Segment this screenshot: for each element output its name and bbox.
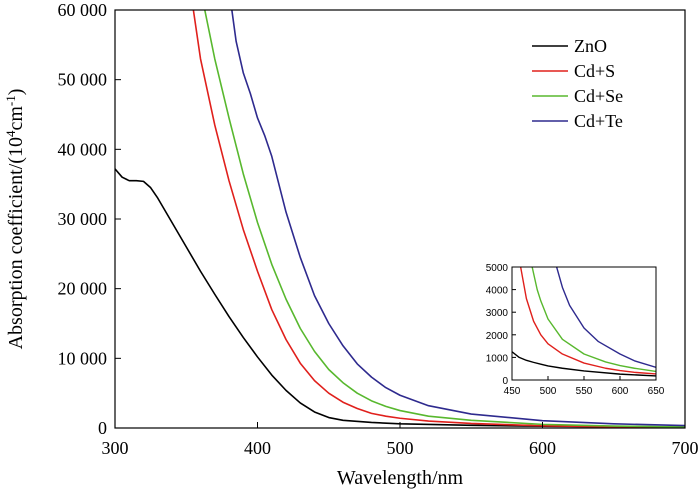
inset-y-tick-label: 2000	[486, 331, 509, 342]
main-x-tick-label: 700	[672, 438, 699, 458]
inset-x-tick-label: 500	[540, 386, 557, 397]
x-axis-title: Wavelength/nm	[337, 467, 464, 489]
main-y-tick-label: 30 000	[58, 209, 108, 229]
inset-y-tick-label: 4000	[486, 286, 509, 297]
main-y-tick-label: 20 000	[58, 279, 108, 299]
main-y-tick-label: 60 000	[58, 0, 108, 20]
inset-y-tick-label: 5000	[486, 263, 509, 274]
main-x-tick-label: 300	[102, 438, 129, 458]
main-series-cd-se	[203, 10, 685, 428]
inset-y-tick-label: 0	[502, 376, 508, 387]
main-x-tick-label: 500	[387, 438, 414, 458]
main-x-tick-label: 400	[244, 438, 271, 458]
legend-label-zno: ZnO	[574, 36, 607, 56]
main-y-tick-label: 10 000	[58, 348, 108, 368]
inset-y-tick-label: 1000	[486, 353, 509, 364]
legend: ZnO Cd+S Cd+Se Cd+Te	[532, 36, 623, 131]
main-y-tick-label: 40 000	[58, 139, 108, 159]
axis-titles: Wavelength/nm Absorption coefficient/(104…	[3, 89, 464, 489]
inset-series-zno	[512, 351, 656, 377]
inset-y-tick-label: 3000	[486, 308, 509, 319]
inset-x-tick-label: 600	[612, 386, 629, 397]
inset-plot-area: 450 500 550 600 650 0 1000 2000 3000 4000 5000	[476, 261, 666, 398]
main-x-tick-label: 600	[529, 438, 556, 458]
inset-series-cd-se	[531, 267, 656, 373]
y-axis-title: Absorption coefficient/(104cm-1)	[3, 89, 27, 350]
inset-x-tick-label: 650	[648, 386, 665, 397]
legend-label-cd-s: Cd+S	[574, 61, 615, 81]
main-series-zno	[115, 168, 685, 428]
main-plot-area: 300 400 500 600 700 0 10 000 20 000 30 000 40 000…	[58, 0, 699, 458]
inset-x-tick-label: 550	[576, 386, 593, 397]
main-series-cd-te	[231, 10, 685, 427]
main-y-tick-label: 50 000	[58, 70, 108, 90]
inset-series-cd-te	[555, 267, 656, 369]
legend-label-cd-te: Cd+Te	[574, 111, 623, 131]
main-y-tick-label: 0	[98, 418, 107, 438]
inset-series-cd-s	[519, 267, 656, 375]
inset-x-tick-label: 450	[504, 386, 521, 397]
legend-label-cd-se: Cd+Se	[574, 86, 623, 106]
main-series-cd-s	[192, 10, 685, 428]
